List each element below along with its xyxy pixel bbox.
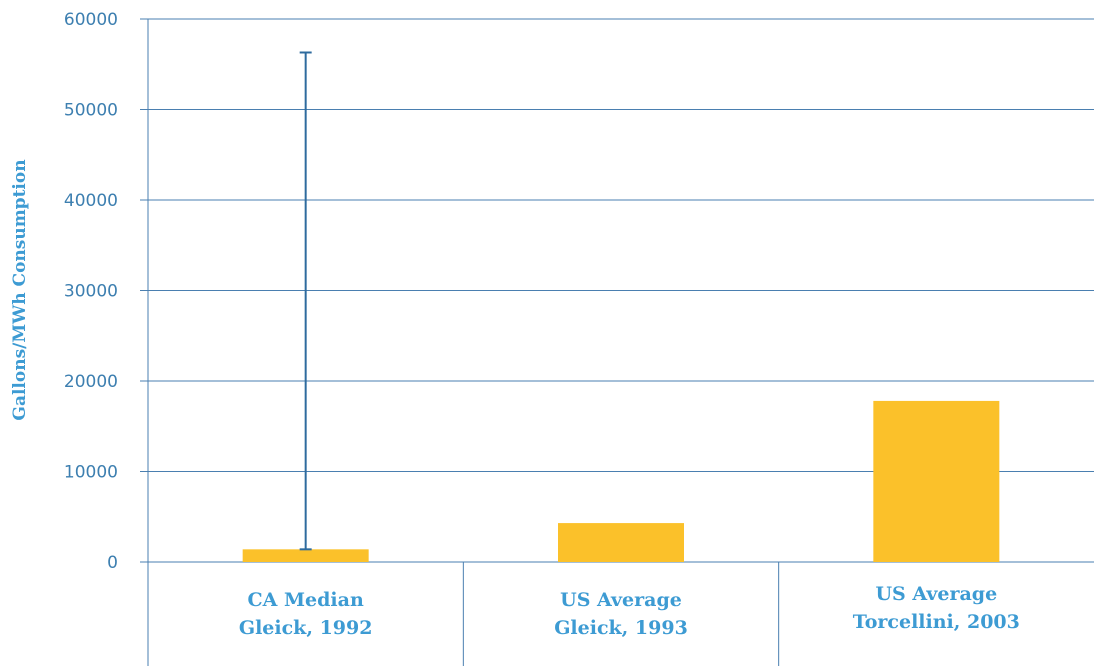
- y-tick-label: 40000: [64, 191, 118, 211]
- category-label: CA Median: [248, 589, 364, 611]
- category-label: US Average: [875, 583, 997, 605]
- category-label: Gleick, 1992: [239, 617, 373, 639]
- x-category-labels: CA Median Gleick, 1992 US Average Gleick, 1…: [239, 583, 1020, 639]
- y-axis-label: Gallons/MWh Consumption: [10, 159, 30, 420]
- bar: [558, 523, 684, 562]
- y-tick-label: 60000: [64, 10, 118, 30]
- category-label: Gleick, 1993: [554, 617, 688, 639]
- error-bars: [299, 51, 312, 551]
- bar: [242, 549, 369, 562]
- y-tick-label: 50000: [64, 101, 118, 121]
- y-tick-labels: 0 10000 20000 30000 40000 50000 60000: [64, 10, 118, 573]
- category-label: US Average: [560, 589, 682, 611]
- bar: [873, 400, 1000, 562]
- gridlines: [140, 18, 1094, 666]
- y-tick-label: 10000: [64, 463, 118, 483]
- y-tick-label: 0: [107, 553, 118, 573]
- y-tick-label: 20000: [64, 372, 118, 392]
- category-label: Torcellini, 2003: [853, 611, 1020, 633]
- y-tick-label: 30000: [64, 282, 118, 302]
- bars: [242, 400, 1000, 562]
